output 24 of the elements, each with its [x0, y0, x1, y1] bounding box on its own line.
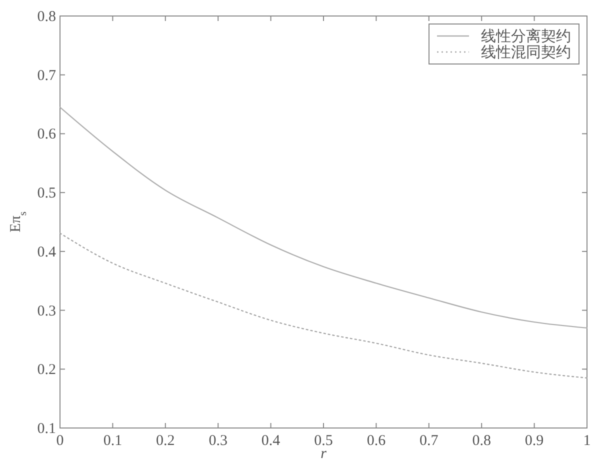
x-tick-label: 0 — [56, 433, 64, 449]
x-tick-label: 0.6 — [366, 433, 386, 449]
x-axis-title: r — [320, 446, 327, 459]
y-tick-label: 0.8 — [37, 9, 56, 25]
line-series — [59, 106, 588, 329]
x-tick-label: 0.4 — [261, 433, 281, 449]
y-tick-label: 0.4 — [37, 244, 56, 260]
x-tick-label: 0.7 — [420, 433, 439, 449]
legend-label: 线性混同契约 — [481, 43, 571, 61]
y-tick-label: 0.2 — [37, 362, 56, 378]
y-tick-label: 0.1 — [37, 421, 56, 437]
y-tick-label: 0.5 — [37, 186, 56, 202]
y-tick-label: 0.6 — [37, 126, 56, 143]
x-tick-label: 0.8 — [472, 433, 491, 449]
y-tick-label: 0.3 — [37, 303, 56, 320]
x-tick-label: 0.2 — [156, 433, 175, 449]
x-tick-label: 0.3 — [208, 433, 228, 449]
line-series — [59, 232, 588, 379]
x-tick-label: 0.1 — [103, 433, 122, 449]
legend-label: 线性分离契约 — [481, 27, 571, 45]
x-tick-label: 1 — [583, 433, 591, 449]
y-tick-label: 0.7 — [37, 68, 56, 84]
x-tick-label: 0.9 — [524, 433, 544, 449]
x-tick-label: 0.5 — [314, 433, 333, 449]
